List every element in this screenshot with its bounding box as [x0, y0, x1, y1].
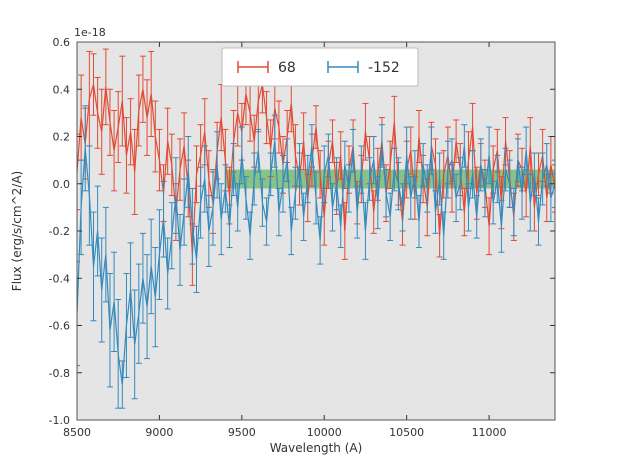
- y-tick-label: -0.6: [49, 320, 70, 333]
- legend-box: [221, 47, 419, 87]
- axes-spines: [76, 41, 556, 421]
- tick-layer: 8500 9000 9500 10000 10500 11000 -1.0 -0.8 -0.6 -…: [49, 36, 555, 439]
- legend: 68 -152: [221, 47, 419, 87]
- y-tick-label: 0.4: [53, 83, 71, 96]
- series--152: [77, 105, 555, 409]
- legend-errorbar-glyph-68: [237, 61, 269, 73]
- legend-label-68: 68: [278, 60, 296, 76]
- x-tick-label: 11000: [472, 426, 507, 439]
- legend-errorbar-glyph-neg152: [327, 61, 359, 73]
- y-tick-label: 0.6: [53, 36, 71, 49]
- x-tick-label: 8500: [63, 426, 91, 439]
- x-tick-label: 10500: [389, 426, 424, 439]
- plot-area: [77, 42, 555, 420]
- x-tick-label: 10000: [307, 426, 342, 439]
- y-tick-label: -0.4: [49, 272, 70, 285]
- y-tick-label: 0.0: [53, 178, 71, 191]
- y-tick-label: 0.2: [53, 131, 71, 144]
- y-axis-label: Flux (erg/s/cm^2/A): [10, 171, 24, 291]
- series-line: [77, 141, 555, 385]
- legend-label-neg152: -152: [368, 60, 400, 76]
- y-tick-label: -1.0: [49, 414, 70, 427]
- y-tick-label: -0.8: [49, 367, 70, 380]
- x-tick-label: 9000: [145, 426, 173, 439]
- y-axis-offset-text: 1e-18: [74, 26, 106, 39]
- series-line: [77, 84, 555, 255]
- x-tick-label: 9500: [228, 426, 256, 439]
- x-axis-label: Wavelength (A): [270, 441, 363, 455]
- y-tick-label: -0.2: [49, 225, 70, 238]
